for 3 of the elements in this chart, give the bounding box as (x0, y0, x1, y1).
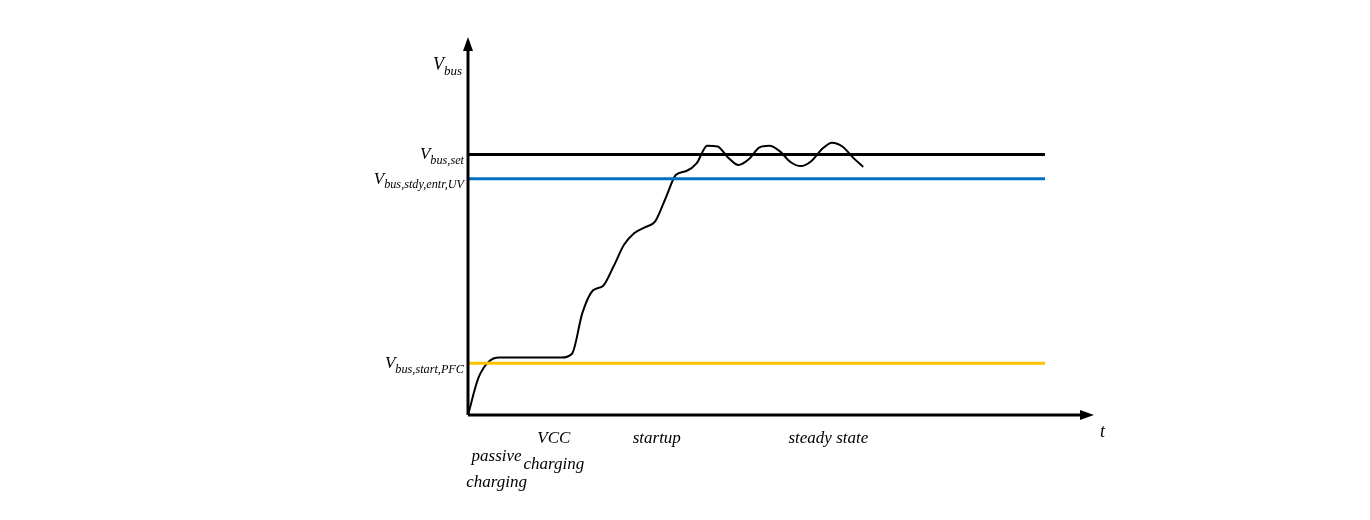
x-axis-title: t (1100, 421, 1106, 441)
text: startup (632, 428, 681, 447)
text: steady state (788, 428, 869, 447)
